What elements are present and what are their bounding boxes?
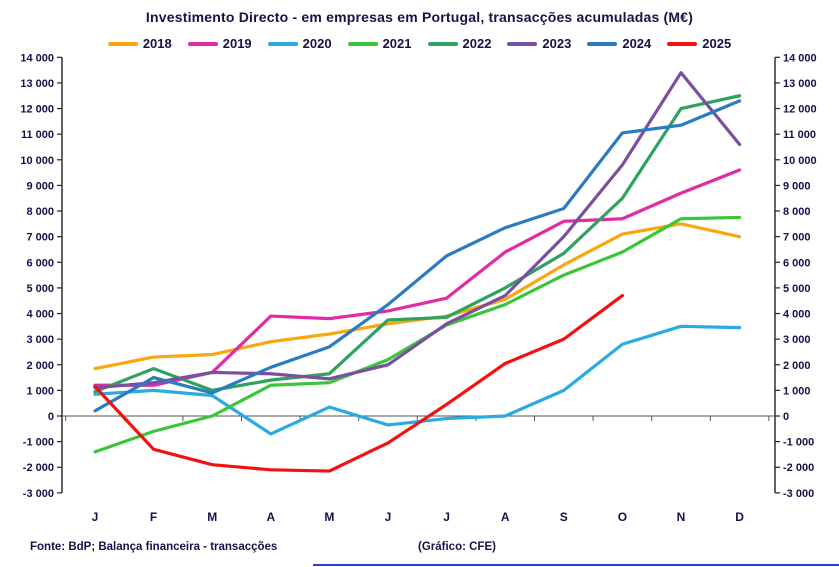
y-tick-label-right: 0 — [783, 411, 789, 423]
legend-label-2025: 2025 — [702, 36, 732, 51]
legend-item-2018: 2018 — [107, 36, 172, 51]
y-tick-label-left: 6 000 — [26, 257, 54, 269]
y-tick-label-left: 8 000 — [26, 206, 54, 218]
y-tick-label-right: 7 000 — [783, 232, 811, 244]
month-label: J — [443, 510, 450, 524]
y-tick-label-left: 13 000 — [20, 78, 54, 90]
legend-label-2019: 2019 — [222, 36, 252, 51]
legend-swatch-2025 — [667, 41, 698, 46]
month-label: M — [207, 510, 217, 524]
y-tick-label-right: -1 000 — [783, 437, 814, 449]
y-tick-label-left: -3 000 — [23, 488, 54, 500]
chart-title: Investimento Directo - em empresas em Po… — [145, 9, 694, 25]
legend-label-2020: 2020 — [302, 36, 332, 51]
y-tick-label-right: 6 000 — [783, 257, 811, 269]
legend-item-2024: 2024 — [587, 36, 651, 51]
y-tick-label-right: 3 000 — [783, 334, 811, 346]
legend-label-2021: 2021 — [382, 36, 412, 51]
bottom-divider — [313, 564, 839, 566]
legend-swatch-2021 — [347, 41, 378, 46]
y-tick-label-right: 4 000 — [783, 309, 811, 321]
month-label: A — [266, 510, 275, 524]
legend-item-2019: 2019 — [187, 36, 252, 51]
y-tick-label-left: 9 000 — [26, 180, 54, 192]
legend-swatch-2024 — [587, 41, 618, 46]
legend-item-2022: 2022 — [427, 36, 492, 51]
legend-swatch-2018 — [107, 41, 138, 46]
y-tick-label-left: 5 000 — [26, 283, 54, 295]
legend-swatch-2020 — [267, 41, 298, 46]
y-tick-label-left: 4 000 — [26, 309, 54, 321]
y-tick-label-right: -2 000 — [783, 462, 814, 474]
legend-swatch-2022 — [427, 41, 458, 46]
y-tick-label-right: 8 000 — [783, 206, 811, 218]
month-label: F — [150, 510, 157, 524]
y-tick-label-left: 2 000 — [26, 360, 54, 372]
y-tick-label-right: 14 000 — [783, 52, 817, 64]
legend-label-2018: 2018 — [142, 36, 172, 51]
month-label: J — [385, 510, 392, 524]
y-tick-label-right: 9 000 — [783, 180, 811, 192]
y-tick-label-left: 10 000 — [20, 155, 54, 167]
y-tick-label-right: -3 000 — [783, 488, 814, 500]
y-tick-label-left: -2 000 — [23, 462, 54, 474]
legend-item-2021: 2021 — [347, 36, 412, 51]
y-tick-label-left: 14 000 — [20, 52, 54, 64]
legend-label-2023: 2023 — [542, 36, 572, 51]
series-line-2019 — [93, 168, 742, 387]
y-tick-label-left: -1 000 — [23, 437, 54, 449]
y-tick-label-right: 1 000 — [783, 385, 811, 397]
series-line-2024 — [93, 99, 742, 413]
y-tick-label-left: 1 000 — [26, 385, 54, 397]
y-tick-label-right: 12 000 — [783, 104, 817, 116]
y-tick-label-left: 7 000 — [26, 232, 54, 244]
y-tick-label-left: 3 000 — [26, 334, 54, 346]
month-label: A — [501, 510, 510, 524]
y-tick-label-right: 11 000 — [783, 129, 816, 141]
month-label: S — [560, 510, 568, 524]
series-line-2018 — [93, 222, 742, 371]
y-tick-label-left: 0 — [48, 411, 54, 423]
legend-swatch-2023 — [507, 41, 538, 46]
legend-label-2024: 2024 — [622, 36, 652, 51]
y-tick-label-right: 13 000 — [783, 78, 817, 90]
series-line-2023 — [93, 71, 742, 390]
plot-area: -3 000 -3 000 -2 000 -2 000 -1 000 -1 000 0 0 1 … — [20, 52, 817, 524]
y-tick-label-left: 12 000 — [20, 104, 54, 116]
y-tick-label-right: 5 000 — [783, 283, 811, 295]
series-line-2020 — [93, 324, 742, 436]
month-label: D — [735, 510, 744, 524]
series-line-2022 — [93, 94, 742, 394]
legend-swatch-2019 — [187, 41, 218, 46]
month-label: J — [92, 510, 99, 524]
source-note: Fonte: BdP; Balança financeira - transac… — [30, 541, 278, 553]
legend-item-2025: 2025 — [667, 36, 731, 51]
series-line-2025 — [93, 293, 625, 473]
y-tick-label-left: 11 000 — [21, 129, 54, 141]
credit-note: (Gráfico: CFE) — [418, 541, 496, 553]
legend-label-2022: 2022 — [462, 36, 492, 51]
legend-item-2023: 2023 — [507, 36, 571, 51]
chart-legend: 2018 2019 2020 2021 2022 2023 2024 2025 — [0, 36, 839, 51]
y-tick-label-right: 2 000 — [783, 360, 811, 372]
month-label: M — [324, 510, 334, 524]
month-label: O — [618, 510, 627, 524]
y-tick-label-right: 10 000 — [783, 155, 817, 167]
legend-item-2020: 2020 — [267, 36, 332, 51]
month-label: N — [677, 510, 686, 524]
